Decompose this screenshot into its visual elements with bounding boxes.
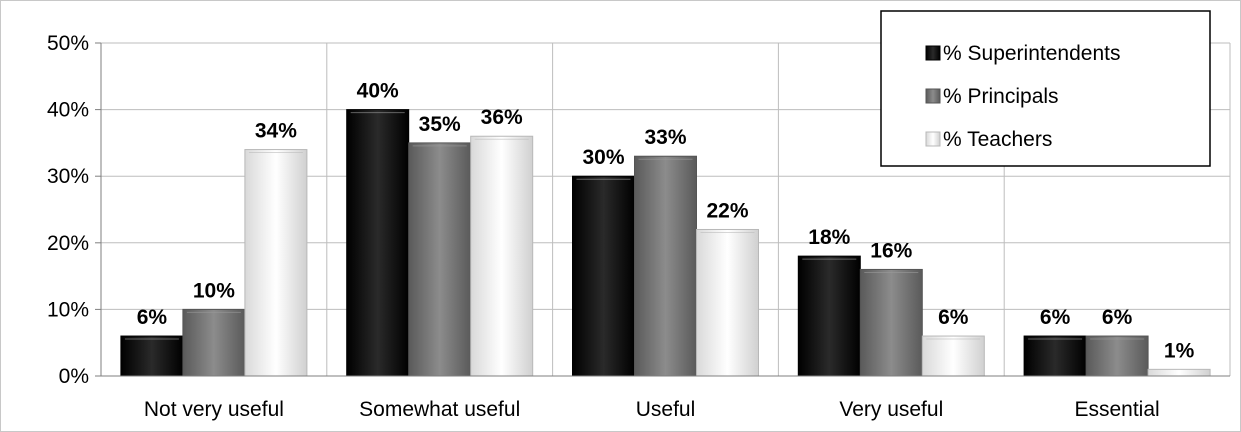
bar xyxy=(1085,335,1149,377)
y-tick-label: 20% xyxy=(47,232,89,255)
bar xyxy=(797,255,861,377)
data-label: 34% xyxy=(255,120,297,143)
legend-swatch xyxy=(925,45,941,61)
y-tick-label: 0% xyxy=(59,365,89,388)
y-tick-label: 10% xyxy=(47,298,89,321)
legend-swatch xyxy=(925,88,941,104)
bar xyxy=(859,268,923,377)
data-label: 35% xyxy=(419,113,461,136)
x-category-label: Useful xyxy=(636,398,696,421)
bar xyxy=(408,142,472,377)
data-label: 1% xyxy=(1164,339,1195,362)
bars xyxy=(120,109,1211,377)
bar xyxy=(572,175,635,377)
data-label: 36% xyxy=(481,106,523,129)
x-category-label: Somewhat useful xyxy=(359,398,520,421)
legend: % Superintendents % Principals % Teachers xyxy=(880,10,1211,167)
bar xyxy=(182,308,246,377)
data-label: 6% xyxy=(938,306,969,329)
legend-swatch xyxy=(925,131,941,147)
bar xyxy=(120,335,184,377)
legend-label: % Superintendents xyxy=(943,42,1120,65)
x-category-label: Not very useful xyxy=(144,398,284,421)
data-label: 6% xyxy=(1102,306,1133,329)
bar xyxy=(1023,335,1087,377)
bar xyxy=(470,135,534,377)
x-category-label: Very useful xyxy=(839,398,943,421)
data-label: 22% xyxy=(706,199,748,222)
data-label: 18% xyxy=(808,226,850,249)
bar xyxy=(696,228,759,377)
data-label: 30% xyxy=(582,146,624,169)
bar xyxy=(244,149,308,377)
x-category-label: Essential xyxy=(1074,398,1159,421)
data-label: 16% xyxy=(870,239,912,262)
data-label: 40% xyxy=(357,80,399,103)
legend-label: % Principals xyxy=(943,85,1059,108)
data-labels: 6% 10% 34% 40% 35% 36% 30% 33% 22% 18% 16% 6% 6% 6% 1% xyxy=(137,80,1195,363)
data-label: 6% xyxy=(137,306,168,329)
bar xyxy=(634,155,697,377)
legend-label: % Teachers xyxy=(943,128,1052,151)
x-axis: Not very useful Somewhat useful Useful Very… xyxy=(101,375,1230,421)
data-label: 10% xyxy=(193,279,235,302)
bar xyxy=(921,335,985,377)
y-tick-label: 40% xyxy=(47,99,89,122)
y-axis: 0% 10% 20% 30% 40% 50% xyxy=(47,32,102,388)
data-label: 33% xyxy=(644,126,686,149)
y-tick-label: 50% xyxy=(47,32,89,55)
data-label: 6% xyxy=(1040,306,1071,329)
bar xyxy=(346,109,410,377)
y-tick-label: 30% xyxy=(47,165,89,188)
bar xyxy=(1147,368,1211,377)
